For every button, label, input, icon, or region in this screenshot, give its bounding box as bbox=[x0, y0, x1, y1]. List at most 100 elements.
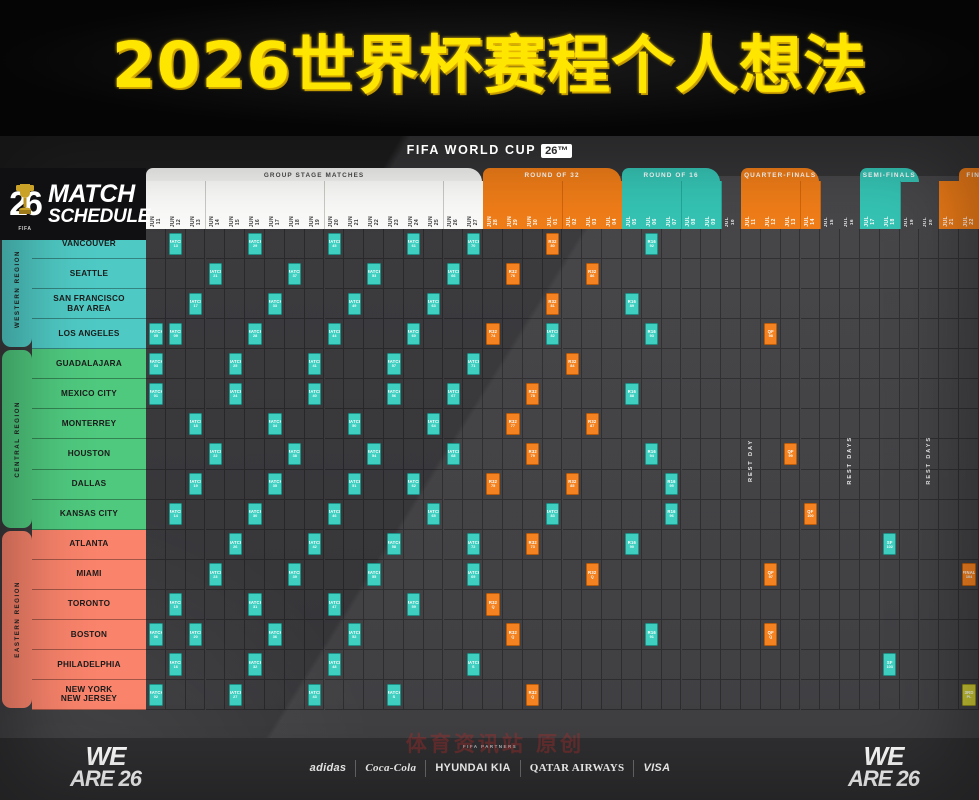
match-cell[interactable]: MATCH17 bbox=[188, 292, 203, 315]
match-cell[interactable]: MATCH23 bbox=[208, 563, 223, 586]
match-cell[interactable]: MATCH35 bbox=[268, 473, 282, 496]
match-cell[interactable]: R32 86 bbox=[585, 262, 599, 285]
match-cell[interactable]: R32 Q bbox=[585, 563, 599, 586]
match-cell[interactable]: MATCH32 bbox=[248, 653, 262, 676]
match-cell[interactable]: MATCH55 bbox=[367, 563, 381, 586]
match-cell[interactable]: MATCH53 bbox=[367, 262, 381, 285]
match-cell[interactable]: MATCH45 bbox=[327, 232, 342, 255]
city-label[interactable]: KANSAS CITY bbox=[32, 499, 146, 530]
match-cell[interactable]: R16 91 bbox=[645, 623, 659, 646]
city-label[interactable]: TORONTO bbox=[32, 589, 146, 620]
match-cell[interactable]: MATCH71 bbox=[466, 352, 480, 376]
match-cell[interactable]: R32 81 bbox=[545, 292, 560, 315]
match-cell[interactable]: SF 103 bbox=[883, 653, 897, 676]
match-cell[interactable]: MATCH24 bbox=[228, 382, 242, 406]
match-cell[interactable]: MATCH02 bbox=[149, 683, 163, 706]
match-cell[interactable]: MATCH40 bbox=[307, 382, 322, 406]
match-cell[interactable]: MATCH60 bbox=[407, 322, 421, 346]
match-cell[interactable]: QF 100 bbox=[803, 503, 818, 526]
match-cell[interactable]: MATCH43 bbox=[307, 683, 322, 706]
city-label[interactable]: LOS ANGELES bbox=[32, 319, 146, 350]
match-cell[interactable]: MATCH38 bbox=[288, 443, 302, 466]
city-label[interactable]: BOSTON bbox=[32, 619, 146, 650]
match-cell[interactable]: R16 94 bbox=[645, 443, 659, 466]
city-label[interactable]: MONTERREY bbox=[32, 409, 146, 440]
match-cell[interactable]: R32 Q bbox=[526, 683, 540, 706]
match-cell[interactable]: MATCH13 bbox=[169, 232, 183, 255]
match-cell[interactable]: MATCH67 bbox=[446, 382, 461, 406]
match-cell[interactable]: MATCH26 bbox=[228, 533, 242, 556]
match-cell[interactable]: MATCH69 bbox=[466, 563, 480, 586]
match-cell[interactable]: QF 98 bbox=[764, 322, 778, 346]
match-cell[interactable]: R32 Q bbox=[506, 623, 520, 646]
match-cell[interactable]: QF 99 bbox=[783, 443, 798, 466]
match-cell[interactable]: MATCH62 bbox=[407, 473, 421, 496]
match-cell[interactable]: FINAL 104 bbox=[962, 563, 976, 586]
match-cell[interactable]: MATCH51 bbox=[347, 473, 361, 496]
match-cell[interactable]: MATCH01 bbox=[149, 382, 163, 406]
match-cell[interactable]: R32 74 bbox=[486, 322, 500, 346]
match-cell[interactable]: MATCH58 bbox=[387, 533, 401, 556]
city-label[interactable]: GUADALAJARA bbox=[32, 349, 146, 380]
match-cell[interactable]: MATCH56 bbox=[387, 382, 401, 406]
match-cell[interactable]: MATCH61 bbox=[407, 232, 421, 255]
match-cell[interactable]: R16 89 bbox=[625, 292, 639, 315]
match-cell[interactable]: MATCH63 bbox=[426, 292, 441, 315]
match-cell[interactable]: R32 Q bbox=[486, 593, 500, 616]
match-cell[interactable]: R32 85 bbox=[565, 473, 580, 496]
match-cell[interactable]: MATCH52 bbox=[347, 623, 361, 646]
city-label[interactable]: SAN FRANCISCO BAY AREA bbox=[32, 289, 146, 320]
match-cell[interactable]: MATCH34 bbox=[268, 412, 282, 436]
match-cell[interactable]: MATCH19 bbox=[188, 473, 203, 496]
match-cell[interactable]: MATCH41 bbox=[307, 352, 322, 376]
match-cell[interactable]: MATCH48 bbox=[327, 653, 342, 676]
match-cell[interactable]: MATCH46 bbox=[327, 503, 342, 526]
match-cell[interactable]: MATCH83 bbox=[545, 503, 560, 526]
match-cell[interactable]: MATCH15 bbox=[169, 593, 183, 616]
match-cell[interactable]: R16 95 bbox=[664, 473, 679, 496]
match-cell[interactable]: R32 76 bbox=[506, 262, 520, 285]
match-cell[interactable]: R32 84 bbox=[565, 352, 580, 376]
match-cell[interactable]: MATCH36 bbox=[268, 623, 282, 646]
city-label[interactable]: PHILADELPHIA bbox=[32, 649, 146, 680]
match-cell[interactable]: R16 88 bbox=[625, 382, 639, 406]
match-cell[interactable]: R32 80 bbox=[545, 232, 560, 255]
match-cell[interactable]: R16 93 bbox=[645, 322, 659, 346]
match-cell[interactable]: R32 77 bbox=[506, 412, 520, 436]
match-cell[interactable]: MATCH66 bbox=[446, 262, 461, 285]
match-cell[interactable]: MATCH21 bbox=[208, 262, 223, 285]
match-cell[interactable]: MATCH25 bbox=[228, 352, 242, 376]
match-cell[interactable]: R32 79 bbox=[526, 443, 540, 466]
match-cell[interactable]: MATCH44 bbox=[327, 322, 342, 346]
match-cell[interactable]: MATCH28 bbox=[248, 322, 262, 346]
match-cell[interactable]: MATCH39 bbox=[288, 563, 302, 586]
city-label[interactable]: NEW YORK NEW JERSEY bbox=[32, 679, 146, 710]
city-label[interactable]: SEATTLE bbox=[32, 259, 146, 290]
match-cell[interactable]: R32 75 bbox=[486, 473, 500, 496]
match-cell[interactable]: MATCH05 bbox=[149, 322, 163, 346]
match-cell[interactable]: MATCH59 bbox=[407, 593, 421, 616]
match-cell[interactable]: R16 92 bbox=[645, 232, 659, 255]
match-cell[interactable]: MATCH72 bbox=[466, 533, 480, 556]
match-cell[interactable]: MATCH50 bbox=[347, 412, 361, 436]
city-label[interactable]: MIAMI bbox=[32, 559, 146, 590]
match-cell[interactable]: MATCH42 bbox=[307, 533, 322, 556]
match-cell[interactable]: MATCH20 bbox=[188, 623, 203, 646]
match-cell[interactable]: R32 87 bbox=[585, 412, 599, 436]
match-cell[interactable]: MATCH18 bbox=[188, 412, 203, 436]
city-label[interactable]: ATLANTA bbox=[32, 529, 146, 560]
city-label[interactable]: MEXICO CITY bbox=[32, 379, 146, 410]
match-cell[interactable]: MATCH14 bbox=[169, 503, 183, 526]
match-cell[interactable]: MATCH68 bbox=[446, 443, 461, 466]
match-cell[interactable]: MATCH16 bbox=[169, 653, 183, 676]
match-cell[interactable]: R16 90 bbox=[625, 533, 639, 556]
city-label[interactable]: DALLAS bbox=[32, 469, 146, 500]
match-cell[interactable]: MATCH31 bbox=[248, 593, 262, 616]
match-cell[interactable]: MATCH54 bbox=[367, 443, 381, 466]
match-cell[interactable]: QF Q bbox=[764, 623, 778, 646]
match-cell[interactable]: MATCH06 bbox=[149, 623, 163, 646]
match-cell[interactable]: MATCH22 bbox=[208, 443, 223, 466]
match-cell[interactable]: MATCH37 bbox=[288, 262, 302, 285]
